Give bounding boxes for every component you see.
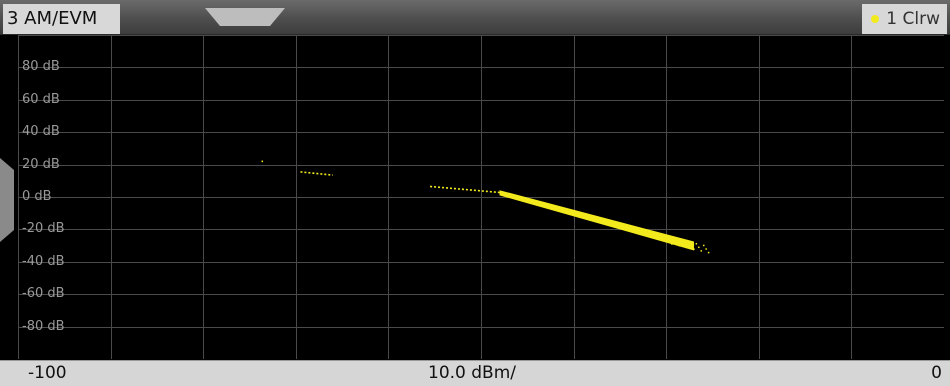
trace-point xyxy=(678,244,680,247)
trace-point xyxy=(680,239,683,242)
trace-point xyxy=(685,246,688,249)
y-tick-label: -40 dB xyxy=(22,253,65,269)
trace-point xyxy=(695,242,698,245)
trace-point xyxy=(668,239,671,242)
y-tick-label: 80 dB xyxy=(22,59,60,75)
trace-point xyxy=(705,248,707,250)
side-panel-handle-icon[interactable] xyxy=(0,158,18,242)
window-header: 3 AM/EVM 1 Clrw xyxy=(0,0,950,35)
am-evm-plot xyxy=(18,35,944,359)
y-tick-label: -20 dB xyxy=(22,221,65,237)
x-stop-label: 0 xyxy=(931,363,942,383)
trace-point xyxy=(688,241,690,243)
trace-point xyxy=(673,237,676,240)
window-title[interactable]: 3 AM/EVM xyxy=(3,4,120,34)
y-tick-label: 20 dB xyxy=(22,156,60,172)
x-scale-label: 10.0 dBm/ xyxy=(428,363,516,383)
trace-point xyxy=(671,243,673,245)
y-tick-label: 40 dB xyxy=(22,124,60,140)
trace-indicator[interactable]: 1 Clrw xyxy=(862,4,947,34)
trace-point xyxy=(676,241,678,243)
y-tick-label: -80 dB xyxy=(22,318,65,334)
trace-center xyxy=(499,191,695,247)
trace-point xyxy=(666,236,668,238)
trace-point xyxy=(683,243,685,245)
x-axis-footer: -100 10.0 dBm/ 0 xyxy=(0,360,950,386)
x-start-label: -100 xyxy=(28,363,67,383)
y-tick-label: 60 dB xyxy=(22,91,60,107)
trace-point xyxy=(702,244,705,247)
y-tick-label: -60 dB xyxy=(22,286,65,302)
trace-point xyxy=(707,251,710,254)
y-tick-label: 0 dB xyxy=(22,189,52,204)
trace-point xyxy=(700,250,703,252)
trace-dot-icon xyxy=(871,15,880,23)
trace-point xyxy=(693,248,695,250)
trace-point xyxy=(690,244,693,247)
trace-scatter xyxy=(300,171,333,176)
trace-point xyxy=(698,246,700,249)
header-notch-icon xyxy=(205,8,285,26)
